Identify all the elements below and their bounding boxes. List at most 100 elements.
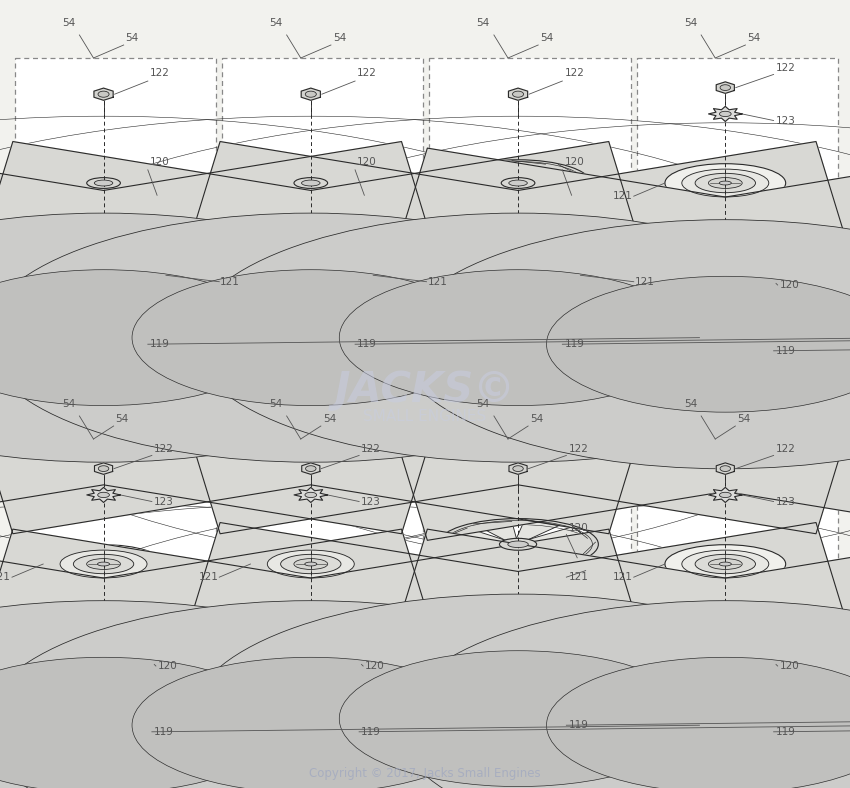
Text: 54: 54: [333, 33, 346, 43]
Polygon shape: [526, 547, 581, 565]
Polygon shape: [301, 161, 335, 178]
Polygon shape: [731, 274, 776, 290]
Polygon shape: [700, 277, 731, 293]
Polygon shape: [119, 181, 173, 191]
Polygon shape: [667, 273, 717, 288]
Ellipse shape: [719, 562, 731, 566]
Text: 121: 121: [613, 191, 632, 201]
Polygon shape: [446, 542, 503, 555]
Ellipse shape: [295, 648, 326, 658]
Bar: [429, 439, 631, 768]
Text: 121: 121: [569, 572, 588, 582]
Ellipse shape: [305, 562, 317, 566]
Text: 54: 54: [269, 18, 282, 28]
Ellipse shape: [94, 180, 113, 186]
Ellipse shape: [507, 541, 529, 548]
Polygon shape: [690, 657, 727, 674]
Text: 54: 54: [541, 33, 553, 43]
Bar: [222, 58, 423, 387]
Ellipse shape: [294, 559, 328, 570]
Ellipse shape: [710, 267, 741, 277]
Text: 122: 122: [357, 68, 377, 78]
Polygon shape: [129, 529, 850, 788]
Ellipse shape: [73, 555, 133, 574]
Ellipse shape: [266, 251, 355, 280]
Polygon shape: [448, 171, 504, 184]
Polygon shape: [0, 529, 850, 788]
Text: 119: 119: [154, 727, 173, 737]
Polygon shape: [513, 188, 547, 204]
Ellipse shape: [132, 269, 490, 406]
Text: 122: 122: [775, 444, 796, 454]
Text: 119: 119: [564, 339, 584, 349]
Text: 54: 54: [684, 400, 697, 410]
Ellipse shape: [710, 648, 741, 658]
Text: 119: 119: [150, 339, 170, 349]
Text: 119: 119: [361, 727, 381, 737]
Ellipse shape: [719, 492, 731, 497]
Ellipse shape: [86, 260, 121, 271]
Ellipse shape: [280, 255, 342, 275]
Ellipse shape: [190, 213, 846, 463]
Ellipse shape: [43, 545, 164, 583]
Bar: [15, 58, 216, 387]
Ellipse shape: [98, 562, 110, 566]
Polygon shape: [727, 656, 763, 672]
Text: JACKS©: JACKS©: [335, 369, 515, 411]
Polygon shape: [508, 88, 528, 100]
Ellipse shape: [72, 255, 135, 275]
Ellipse shape: [682, 550, 768, 578]
Polygon shape: [301, 88, 320, 100]
Ellipse shape: [398, 220, 850, 469]
Polygon shape: [294, 488, 327, 503]
Polygon shape: [709, 106, 742, 121]
Polygon shape: [0, 142, 700, 533]
Ellipse shape: [462, 625, 575, 661]
Ellipse shape: [88, 648, 120, 658]
Polygon shape: [734, 255, 783, 270]
Ellipse shape: [41, 245, 166, 285]
Polygon shape: [529, 526, 587, 543]
Bar: [637, 439, 838, 768]
Text: 120: 120: [564, 157, 584, 166]
Text: 121: 121: [198, 572, 218, 582]
Ellipse shape: [0, 213, 431, 463]
Ellipse shape: [339, 651, 697, 786]
Polygon shape: [708, 632, 741, 649]
Text: 54: 54: [62, 400, 76, 410]
Polygon shape: [659, 645, 711, 655]
Polygon shape: [110, 655, 158, 671]
Polygon shape: [94, 463, 112, 474]
Ellipse shape: [0, 657, 282, 788]
Polygon shape: [717, 463, 734, 474]
Ellipse shape: [305, 492, 317, 497]
Polygon shape: [0, 522, 850, 788]
Text: 54: 54: [116, 414, 129, 424]
Polygon shape: [303, 657, 337, 672]
Text: 120: 120: [357, 157, 377, 166]
Polygon shape: [719, 251, 751, 267]
Ellipse shape: [500, 538, 536, 550]
Polygon shape: [709, 488, 742, 503]
Text: 121: 121: [0, 572, 11, 582]
Polygon shape: [63, 162, 102, 179]
Ellipse shape: [509, 180, 527, 186]
Text: 122: 122: [569, 444, 588, 454]
Text: 123: 123: [775, 496, 796, 507]
Text: 123: 123: [361, 496, 381, 507]
Polygon shape: [459, 548, 513, 567]
Polygon shape: [0, 529, 700, 788]
Text: 120: 120: [779, 280, 799, 290]
Text: 54: 54: [269, 400, 282, 410]
Bar: [429, 58, 631, 387]
Polygon shape: [110, 185, 162, 202]
Ellipse shape: [132, 657, 490, 788]
Polygon shape: [53, 656, 99, 672]
Ellipse shape: [305, 91, 316, 97]
Ellipse shape: [87, 559, 121, 570]
Polygon shape: [36, 169, 92, 183]
Ellipse shape: [695, 173, 756, 193]
Ellipse shape: [99, 466, 109, 471]
Text: SMALL ENGINES: SMALL ENGINES: [363, 408, 486, 423]
Text: 120: 120: [779, 661, 799, 671]
